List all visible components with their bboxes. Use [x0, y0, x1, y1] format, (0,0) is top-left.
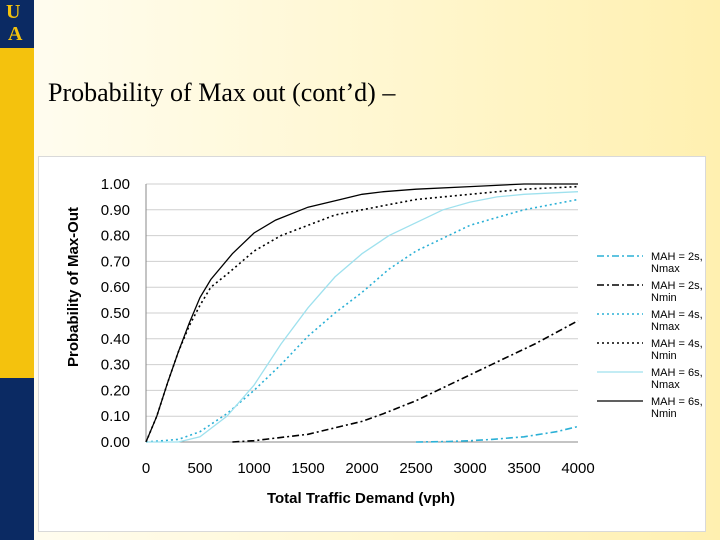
x-tick-labels: 0 500 1000 1500 2000 2500 3000 3500 4000	[142, 460, 595, 477]
sidebar-navy-bottom	[0, 378, 34, 540]
legend-label: Nmin	[651, 350, 677, 362]
x-tick-label: 0	[142, 460, 150, 477]
series-line	[146, 191, 579, 443]
legend-label: MAH = 2s,	[651, 251, 703, 263]
chart-frame: 0.00 0.10 0.20 0.30 0.40 0.50 0.60 0.70 0.80 0.90…	[38, 156, 706, 532]
slide-title: Probability of Max out (cont’d) –	[48, 78, 396, 107]
y-tick-label: 0.30	[101, 357, 130, 374]
x-tick-label: 2000	[345, 460, 378, 477]
y-tick-label: 0.60	[101, 279, 130, 296]
series-line	[145, 198, 579, 443]
x-tick-label: 1500	[291, 460, 324, 477]
y-tick-label: 1.00	[101, 176, 130, 193]
legend-label: MAH = 4s,	[651, 309, 703, 321]
y-tick-label: 0.90	[101, 202, 130, 219]
series-line	[145, 183, 578, 443]
y-tick-labels: 0.00 0.10 0.20 0.30 0.40 0.50 0.60 0.70 0.80 0.90…	[101, 176, 130, 451]
y-tick-label: 0.70	[101, 253, 130, 270]
x-axis-label: Total Traffic Demand (vph)	[267, 490, 455, 507]
y-tick-label: 0.20	[101, 382, 130, 399]
x-tick-label: 3500	[507, 460, 540, 477]
logo-letter-a: A	[8, 23, 23, 45]
line-chart: 0.00 0.10 0.20 0.30 0.40 0.50 0.60 0.70 0.80 0.90…	[65, 176, 703, 507]
x-tick-label: 3000	[453, 460, 486, 477]
legend-label: MAH = 6s,	[651, 367, 703, 379]
series-line	[232, 319, 579, 443]
y-axis-label: Probability of Max-Out	[65, 207, 82, 367]
legend-label: MAH = 2s,	[651, 280, 703, 292]
logo-letter-u: U	[6, 1, 21, 23]
y-tick-label: 0.80	[101, 228, 130, 245]
y-tick-label: 0.40	[101, 331, 130, 348]
x-tick-label: 1000	[237, 460, 270, 477]
y-tick-label: 0.00	[101, 434, 130, 451]
legend-label: Nmin	[651, 408, 677, 420]
series-line	[145, 185, 579, 443]
legend-label: Nmax	[651, 321, 680, 333]
y-tick-label: 0.50	[101, 305, 130, 322]
legend-label: Nmax	[651, 379, 680, 391]
sidebar-navy-top	[0, 0, 34, 48]
x-tick-label: 4000	[561, 460, 594, 477]
y-tick-label: 0.10	[101, 408, 130, 425]
series-line	[415, 425, 579, 443]
university-logo: U A	[0, 0, 34, 48]
x-tick-label: 2500	[399, 460, 432, 477]
gridlines	[145, 183, 578, 443]
legend-label: MAH = 6s,	[651, 396, 703, 408]
legend-label: Nmin	[651, 292, 677, 304]
legend-label: MAH = 4s,	[651, 338, 703, 350]
series-lines	[145, 183, 579, 443]
legend-label: Nmax	[651, 263, 680, 275]
x-tick-label: 500	[187, 460, 212, 477]
